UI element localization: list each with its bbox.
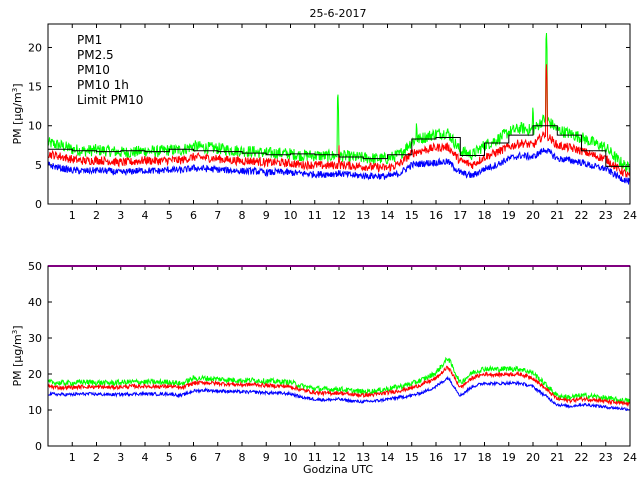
top-xtick-label: 3 [117, 209, 124, 222]
top-xtick-label: 1 [69, 209, 76, 222]
top-series-pm25 [48, 64, 631, 178]
legend-item-pm10: PM10 [77, 63, 110, 77]
bottom-xtick-label: 13 [356, 451, 370, 464]
bottom-y-ticks: 0 10 20 30 40 50 [28, 260, 630, 453]
top-series-pm1 [47, 147, 631, 185]
top-xtick-label: 10 [284, 209, 298, 222]
top-xtick-label: 5 [166, 209, 173, 222]
bottom-series-pm25 [47, 365, 631, 408]
bottom-panel: 1 2 3 4 5 6 7 8 9 10 11 12 13 14 15 16 17 18 19 20 21 22 23 24 … [11, 260, 637, 476]
top-ytick-label: 0 [35, 198, 42, 211]
top-xtick-label: 8 [239, 209, 246, 222]
bottom-xtick-label: 10 [284, 451, 298, 464]
bottom-xtick-label: 9 [263, 451, 270, 464]
bottom-ylabel-close: ] [11, 325, 24, 329]
top-xtick-label: 22 [575, 209, 589, 222]
bottom-xtick-label: 21 [550, 451, 564, 464]
bottom-xtick-label: 7 [214, 451, 221, 464]
bottom-xtick-label: 24 [623, 451, 637, 464]
top-xtick-label: 15 [405, 209, 419, 222]
top-panel: 1 2 3 4 5 6 7 8 9 10 11 12 13 14 15 16 17 18 19 20 21 22 23 24 … [11, 23, 637, 222]
bottom-ylabel-sup: 3 [11, 330, 19, 334]
top-xtick-label: 24 [623, 209, 637, 222]
legend-item-pm1: PM1 [77, 33, 102, 47]
bottom-ytick-label: 40 [28, 296, 42, 309]
top-ytick-label: 10 [28, 120, 42, 133]
bottom-xtick-label: 2 [93, 451, 100, 464]
bottom-xtick-label: 23 [599, 451, 613, 464]
top-xtick-label: 2 [93, 209, 100, 222]
top-xtick-label: 11 [308, 209, 322, 222]
top-xtick-label: 4 [142, 209, 149, 222]
bottom-xtick-label: 12 [332, 451, 346, 464]
legend: PM1 PM2.5 PM10 PM10 1h Limit PM10 [77, 33, 143, 107]
bottom-ytick-label: 50 [28, 260, 42, 273]
top-ylabel-main: PM [µg/m [11, 92, 24, 144]
top-xtick-label: 12 [332, 209, 346, 222]
x-axis-label: Godzina UTC [303, 463, 373, 476]
top-x-ticks: 1 2 3 4 5 6 7 8 9 10 11 12 13 14 15 16 17 18 19 20 21 22 23 24 [69, 24, 637, 222]
top-ylabel-sup: 3 [11, 88, 19, 92]
bottom-xtick-label: 11 [308, 451, 322, 464]
top-xtick-label: 21 [550, 209, 564, 222]
bottom-xtick-label: 5 [166, 451, 173, 464]
top-y-ticks: 0 5 10 15 20 [28, 41, 630, 211]
bottom-xtick-label: 14 [381, 451, 395, 464]
bottom-ylabel-main: PM [µg/m [11, 334, 24, 386]
top-xtick-label: 7 [214, 209, 221, 222]
top-xtick-label: 6 [190, 209, 197, 222]
bottom-xtick-label: 22 [575, 451, 589, 464]
top-xtick-label: 23 [599, 209, 613, 222]
bottom-plot-area [48, 266, 630, 446]
top-y-axis-label: PM [µg/m3] [11, 83, 24, 144]
top-xtick-label: 9 [263, 209, 270, 222]
bottom-ytick-label: 30 [28, 332, 42, 345]
bottom-series-pm10 [48, 356, 631, 405]
chart-title: 25-6-2017 [310, 7, 367, 20]
bottom-xtick-label: 4 [142, 451, 149, 464]
top-xtick-label: 13 [356, 209, 370, 222]
bottom-xtick-label: 19 [502, 451, 516, 464]
bottom-ytick-label: 10 [28, 404, 42, 417]
bottom-axes-frame [47, 265, 631, 447]
bottom-xtick-label: 3 [117, 451, 124, 464]
bottom-xtick-label: 6 [190, 451, 197, 464]
top-series [47, 32, 631, 185]
bottom-xtick-label: 16 [429, 451, 443, 464]
bottom-xtick-label: 1 [69, 451, 76, 464]
top-ylabel-close: ] [11, 83, 24, 87]
bottom-x-ticks: 1 2 3 4 5 6 7 8 9 10 11 12 13 14 15 16 17 18 19 20 21 22 23 24 [69, 266, 637, 464]
bottom-y-axis-label: PM [µg/m3] [11, 325, 24, 386]
bottom-series-pm1 [47, 375, 630, 411]
legend-item-limit-pm10: Limit PM10 [77, 93, 143, 107]
bottom-xtick-label: 15 [405, 451, 419, 464]
bottom-xtick-label: 20 [526, 451, 540, 464]
top-axes-frame [47, 23, 631, 205]
bottom-xtick-label: 8 [239, 451, 246, 464]
top-ytick-label: 5 [35, 159, 42, 172]
top-xtick-label: 18 [478, 209, 492, 222]
top-ytick-label: 20 [28, 41, 42, 54]
top-ytick-label: 15 [28, 81, 42, 94]
top-xtick-label: 16 [429, 209, 443, 222]
top-xtick-label: 14 [381, 209, 395, 222]
bottom-xtick-label: 17 [453, 451, 467, 464]
legend-item-pm25: PM2.5 [77, 48, 114, 62]
legend-item-pm10-1h: PM10 1h [77, 78, 129, 92]
top-xtick-label: 17 [453, 209, 467, 222]
top-xtick-label: 20 [526, 209, 540, 222]
top-xtick-label: 19 [502, 209, 516, 222]
bottom-ytick-label: 20 [28, 368, 42, 381]
top-series-pm10-1h [48, 125, 630, 167]
bottom-ytick-label: 0 [35, 440, 42, 453]
bottom-xtick-label: 18 [478, 451, 492, 464]
